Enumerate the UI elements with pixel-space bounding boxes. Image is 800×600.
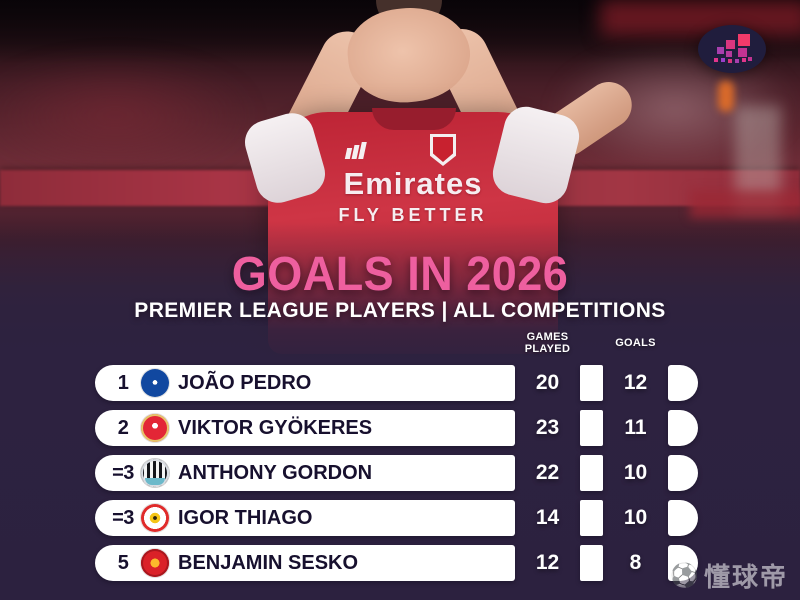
- rank-label: =3: [112, 506, 134, 529]
- player-pill: 1 JOÃO PEDRO: [95, 365, 515, 401]
- row-end-cap: [668, 365, 698, 401]
- row-divider-block: [580, 455, 603, 491]
- games-played-value: 14: [535, 506, 560, 529]
- table-row: =3 ANTHONY GORDON 22 10: [0, 455, 800, 491]
- goals-value: 11: [624, 416, 647, 439]
- rank-label: =3: [112, 461, 134, 484]
- games-played-header: GAMES PLAYED: [515, 331, 580, 355]
- player-pill: =3 ANTHONY GORDON: [95, 455, 515, 491]
- player-pill: 5 BENJAMIN SESKO: [95, 545, 515, 581]
- newcastle-badge-icon: [141, 459, 169, 487]
- player-name: JOÃO PEDRO: [178, 371, 312, 394]
- games-header-line1: GAMES: [526, 331, 569, 343]
- goals-value: 10: [623, 461, 648, 484]
- man-united-badge-icon: [141, 549, 169, 577]
- player-name: ANTHONY GORDON: [178, 461, 373, 484]
- row-divider-block: [580, 545, 603, 581]
- games-played-value: 12: [535, 551, 560, 574]
- watermark-text: 懂球帝: [703, 562, 788, 592]
- row-divider-block: [580, 500, 603, 536]
- arsenal-badge-icon: [141, 414, 169, 442]
- page-subtitle: PREMIER LEAGUE PLAYERS | ALL COMPETITION…: [134, 299, 666, 322]
- table-row: 1 JOÃO PEDRO 20 12: [0, 365, 800, 401]
- pixel-chart-logo: [698, 25, 766, 73]
- row-divider-block: [580, 365, 603, 401]
- row-end-cap: [668, 500, 698, 536]
- brentford-badge-icon: [141, 504, 169, 532]
- player-name: BENJAMIN SESKO: [178, 551, 359, 574]
- football-icon: ⚽: [670, 562, 699, 588]
- player-name: IGOR THIAGO: [178, 506, 313, 529]
- rank-label: 2: [117, 416, 129, 439]
- row-end-cap: [668, 455, 698, 491]
- rank-label: 1: [117, 371, 129, 394]
- games-header-line2: PLAYED: [524, 343, 571, 355]
- games-played-value: 20: [535, 371, 560, 394]
- goals-value: 8: [629, 551, 642, 574]
- row-end-cap: [668, 410, 698, 446]
- table-row: 5 BENJAMIN SESKO 12 8: [0, 545, 800, 581]
- goals-value: 12: [623, 371, 648, 394]
- goals-value: 10: [623, 506, 648, 529]
- row-end-cap: [668, 545, 698, 581]
- row-divider-block: [580, 410, 603, 446]
- table-row: 2 VIKTOR GYÖKERES 23 11: [0, 410, 800, 446]
- player-pill: 2 VIKTOR GYÖKERES: [95, 410, 515, 446]
- games-played-value: 23: [535, 416, 560, 439]
- page-title: GOALS IN 2026: [231, 246, 569, 301]
- chelsea-badge-icon: [141, 369, 169, 397]
- table-row: =3 IGOR THIAGO 14 10: [0, 500, 800, 536]
- pixel-bars-icon: [714, 34, 752, 63]
- rank-label: 5: [117, 551, 129, 574]
- player-pill: =3 IGOR THIAGO: [95, 500, 515, 536]
- games-played-value: 22: [535, 461, 560, 484]
- player-name: VIKTOR GYÖKERES: [178, 416, 373, 439]
- goals-header: GOALS: [615, 337, 656, 349]
- watermark: ⚽ 懂球帝: [670, 557, 788, 594]
